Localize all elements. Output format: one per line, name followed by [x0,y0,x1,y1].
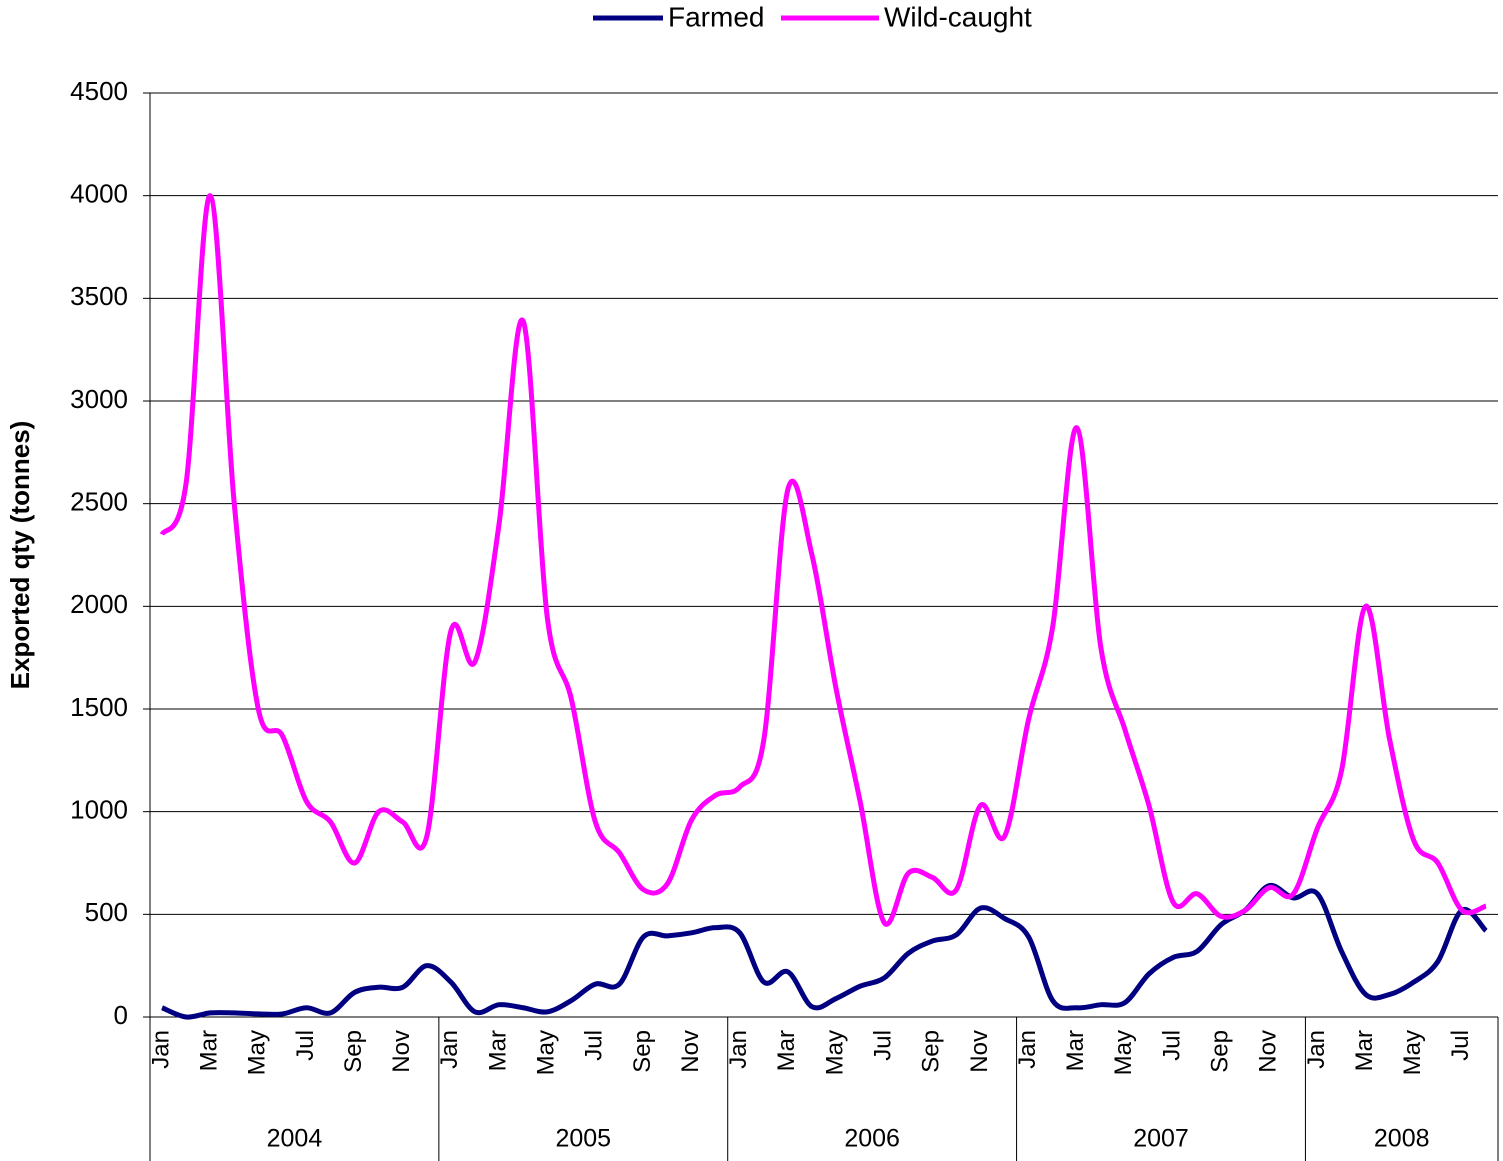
x-tick-label: Jul [292,1030,319,1061]
x-tick-label: Mar [196,1030,223,1071]
y-tick-label: 2500 [70,487,128,517]
group-label: 2004 [267,1125,323,1153]
y-tick-label: 2000 [70,589,128,619]
x-tick-label: Mar [1351,1030,1378,1071]
x-tick-label: Jan [147,1030,174,1069]
x-tick-label: Jan [436,1030,463,1069]
x-tick-label: May [1399,1030,1426,1075]
x-tick-label: Jul [1447,1030,1474,1061]
group-label: 2007 [1133,1125,1189,1153]
x-tick-label: Nov [966,1030,993,1073]
y-tick-label: 4000 [70,179,128,209]
y-tick-label: 3000 [70,384,128,414]
y-axis-label: Exported qty (tonnes) [5,421,35,690]
legend-label: Wild-caught [884,1,1032,32]
y-tick-label: 3500 [70,281,128,311]
line-series [161,882,1488,1020]
x-tick-label: May [821,1030,848,1075]
x-tick-label: Nov [388,1030,415,1073]
y-tick-label: 0 [114,1000,128,1030]
group-label: 2005 [555,1125,611,1153]
legend-label: Farmed [668,1,764,32]
x-tick-label: Sep [918,1030,945,1073]
x-tick-label: Nov [677,1030,704,1073]
y-tick-label: 4500 [70,76,128,106]
x-tick-label: Jul [870,1030,897,1061]
x-tick-label: May [244,1030,271,1075]
x-tick-label: Mar [1062,1030,1089,1071]
x-tick-label: Jan [1303,1030,1330,1069]
x-tick-label: Sep [340,1030,367,1073]
x-tick-label: Jan [1014,1030,1041,1069]
x-tick-label: Nov [1255,1030,1282,1073]
x-tick-label: Sep [629,1030,656,1073]
x-tick-label: May [533,1030,560,1075]
x-tick-label: Jul [581,1030,608,1061]
x-tick-label: Sep [1207,1030,1234,1073]
x-tick-label: Jul [1158,1030,1185,1061]
x-tick-label: Mar [484,1030,511,1071]
y-tick-label: 500 [85,897,128,927]
group-label: 2006 [844,1125,900,1153]
x-tick-label: Jan [725,1030,752,1069]
group-label: 2008 [1374,1125,1430,1153]
line-series [159,193,1487,927]
y-tick-label: 1500 [70,692,128,722]
y-tick-label: 1000 [70,795,128,825]
x-tick-label: May [1110,1030,1137,1075]
x-tick-label: Mar [773,1030,800,1071]
